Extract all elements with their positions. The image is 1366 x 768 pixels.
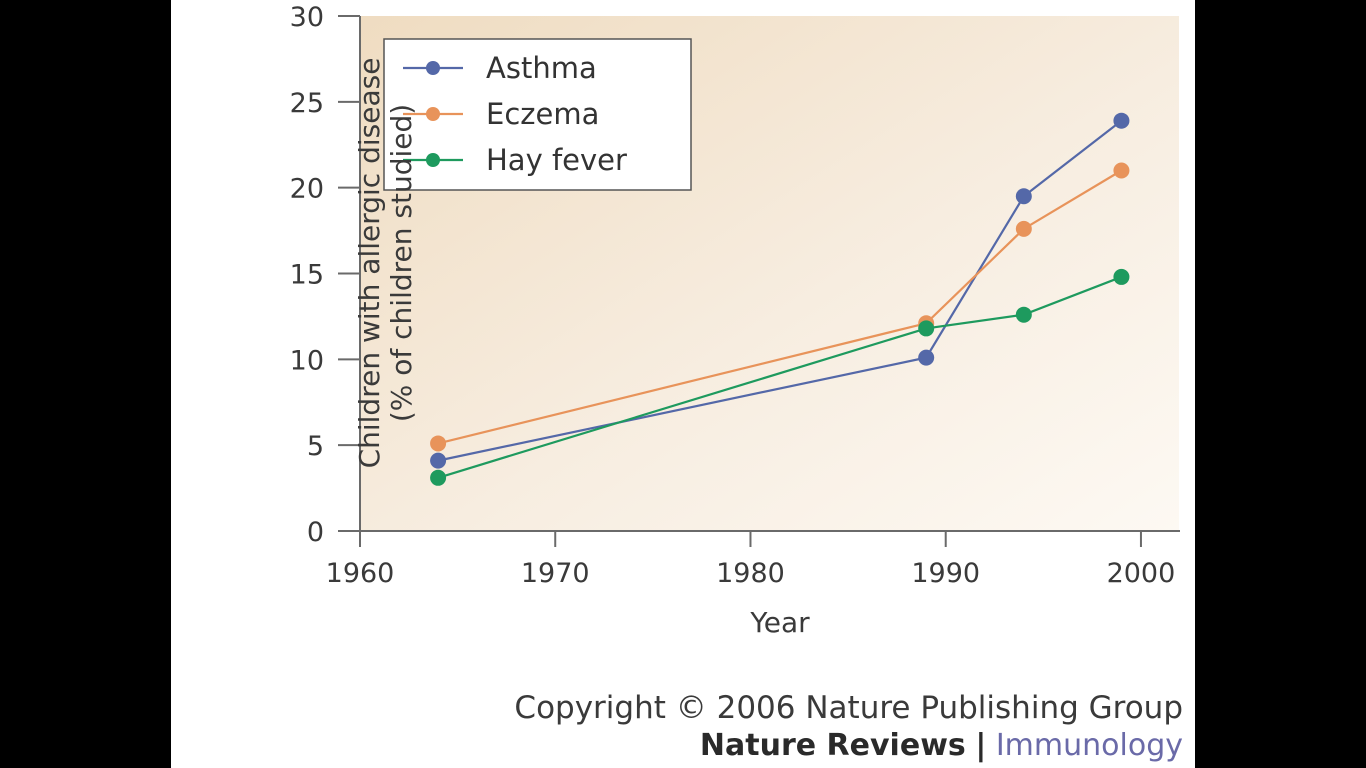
y-axis-title-line2: (% of children studied) (385, 104, 418, 422)
journal-series-name: Nature Reviews (699, 728, 966, 763)
y-tick-label: 25 (290, 88, 324, 119)
legend-marker-hay-fever (426, 153, 440, 167)
x-tick-label: 2000 (1107, 558, 1176, 589)
journal-separator: | (975, 728, 987, 763)
data-point-asthma (1015, 188, 1032, 205)
data-point-hay-fever (1113, 268, 1130, 285)
data-point-eczema (430, 435, 447, 452)
legend: Asthma Eczema Hay fever (383, 38, 692, 191)
data-point-asthma (918, 349, 935, 366)
series-layer (430, 112, 1130, 486)
copyright-notice: Copyright © 2006 Nature Publishing Group (514, 690, 1183, 726)
line-chart: 0 5 10 15 20 25 30 1960 1970 1980 1990 2000 Asthma E… (290, 2, 1180, 639)
y-tick-label: 15 (290, 260, 324, 291)
data-point-hay-fever (1015, 306, 1032, 323)
data-point-eczema (1113, 162, 1130, 179)
x-tick-label: 1990 (911, 558, 980, 589)
x-tick-label: 1980 (716, 558, 785, 589)
legend-label-hay-fever: Hay fever (486, 143, 627, 177)
data-point-hay-fever (918, 320, 935, 337)
y-axis-title-line1: Children with allergic disease (353, 58, 386, 469)
data-point-eczema (1015, 220, 1032, 237)
legend-label-asthma: Asthma (486, 51, 597, 85)
data-point-asthma (430, 452, 447, 469)
axes: 0 5 10 15 20 25 30 1960 1970 1980 1990 2000 (290, 2, 1180, 589)
x-tick-label: 1960 (326, 558, 395, 589)
y-tick-label: 30 (290, 2, 324, 33)
legend-label-eczema: Eczema (486, 97, 599, 131)
data-point-asthma (1113, 112, 1130, 129)
legend-marker-eczema (426, 107, 440, 121)
y-tick-label: 5 (307, 431, 324, 462)
x-tick-label: 1970 (521, 558, 590, 589)
legend-marker-asthma (426, 61, 440, 75)
y-tick-label: 20 (290, 174, 324, 205)
data-point-hay-fever (430, 469, 447, 486)
figure-panel: 0 5 10 15 20 25 30 1960 1970 1980 1990 2000 Asthma E… (171, 0, 1195, 768)
series-line-eczema (437, 169, 1122, 445)
y-tick-label: 0 (307, 517, 324, 548)
series-line-hay-fever (437, 275, 1122, 479)
journal-title: Immunology (995, 728, 1183, 763)
journal-credit: Nature Reviews | Immunology (700, 728, 1183, 763)
y-tick-label: 10 (290, 345, 324, 376)
x-axis-title: Year (749, 606, 810, 639)
